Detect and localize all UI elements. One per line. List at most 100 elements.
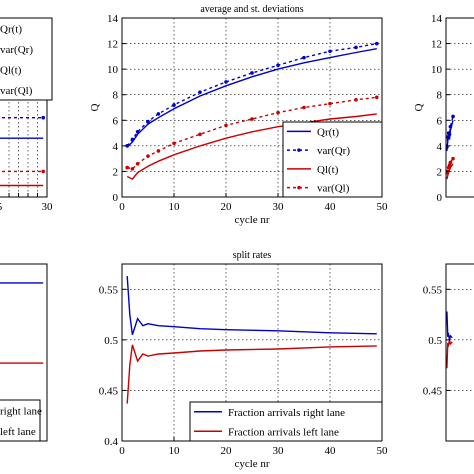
series-point bbox=[224, 80, 228, 84]
series-point bbox=[250, 117, 254, 121]
series-line-2 bbox=[446, 339, 453, 369]
series-point bbox=[125, 165, 129, 170]
series-point bbox=[448, 160, 453, 165]
x-tick-label: 30 bbox=[273, 201, 285, 213]
y-tick-label: 14 bbox=[431, 13, 443, 25]
series-point bbox=[447, 132, 452, 137]
y-axis-label: Q bbox=[89, 103, 101, 111]
x-tick-label: 0 bbox=[119, 445, 125, 457]
series-point bbox=[224, 123, 228, 128]
series-group bbox=[126, 276, 377, 404]
legend-label: Ql(t) bbox=[317, 164, 339, 176]
y-tick-label: 2 bbox=[113, 166, 119, 178]
series-point bbox=[276, 110, 280, 115]
x-tick-label: 20 bbox=[221, 201, 233, 213]
y-tick-label: 4 bbox=[113, 141, 119, 153]
chart-panel-5: 0 10 20 30 40 50 0.4 0.45 0.5 0.55 split rates cycl… bbox=[99, 250, 388, 470]
y-tick-label: 14 bbox=[107, 13, 119, 25]
series-line-3 bbox=[126, 113, 377, 180]
series-point bbox=[198, 132, 202, 137]
y-tick-label: 12 bbox=[431, 39, 442, 51]
series-line-2 bbox=[126, 344, 377, 404]
series-point bbox=[41, 169, 45, 174]
plot-area bbox=[446, 264, 474, 441]
x-tick-label: 10 bbox=[169, 201, 181, 213]
x-tick-label: 0 bbox=[119, 201, 125, 213]
y-tick-label: 0 bbox=[437, 192, 443, 204]
legend-label: var(Qr) bbox=[317, 145, 350, 157]
chart-panel-3: 0 2 4 6 8 10 12 14 Q bbox=[413, 13, 474, 204]
y-tick-label: 12 bbox=[107, 39, 118, 51]
y-tick-label: 0.45 bbox=[99, 385, 119, 397]
y-tick-label: 10 bbox=[431, 64, 443, 76]
y-tick-label: 8 bbox=[113, 90, 119, 102]
series-point bbox=[125, 144, 129, 148]
series-line-1 bbox=[126, 276, 377, 336]
x-tick-label: 50 bbox=[377, 201, 389, 213]
series-point bbox=[130, 137, 135, 142]
legend-label: var(Qr) bbox=[0, 44, 33, 56]
chart-title: average and st. deviations bbox=[200, 4, 303, 15]
series-line-1 bbox=[126, 48, 377, 148]
y-axis-label: Q bbox=[413, 103, 425, 111]
series-point bbox=[146, 154, 150, 158]
y-tick-label: 2 bbox=[437, 166, 443, 178]
legend: Qr(t) var(Qr) Ql(t) var(Ql) bbox=[282, 121, 383, 198]
series-point bbox=[451, 114, 455, 119]
series-point bbox=[276, 63, 280, 68]
series-point bbox=[451, 156, 455, 161]
x-tick-label: 10 bbox=[169, 445, 181, 457]
chart-panel-4: right lane left lane bbox=[0, 263, 48, 442]
series-group bbox=[446, 311, 453, 369]
series-group bbox=[0, 115, 45, 187]
legend: Fraction arrivals right lane Fraction arr… bbox=[189, 401, 383, 442]
series-group bbox=[0, 282, 44, 364]
legend-label: Qr(t) bbox=[0, 23, 22, 35]
x-axis-label: cycle nr bbox=[234, 214, 269, 226]
axes-frame bbox=[121, 17, 383, 198]
x-tick-label: 5 bbox=[0, 201, 3, 213]
legend: right lane left lane bbox=[0, 399, 42, 442]
series-point bbox=[446, 135, 450, 139]
legend-marker bbox=[297, 185, 301, 190]
series-point bbox=[328, 101, 332, 106]
series-point bbox=[328, 49, 332, 54]
series-point bbox=[375, 95, 379, 100]
axes-frame bbox=[445, 263, 474, 442]
series-point bbox=[130, 167, 135, 171]
series-line-4 bbox=[127, 96, 377, 170]
y-tick-label: 0 bbox=[113, 192, 119, 204]
series-point bbox=[448, 124, 453, 129]
y-tick-label: 8 bbox=[437, 90, 443, 102]
series-point bbox=[135, 161, 140, 166]
series-group bbox=[125, 41, 379, 180]
y-tick-label: 4 bbox=[437, 141, 443, 153]
x-tick-label: 30 bbox=[273, 445, 285, 457]
y-tick-label: 0.55 bbox=[99, 284, 119, 296]
series-point bbox=[375, 41, 379, 46]
legend-label: var(Ql) bbox=[0, 85, 33, 97]
chart-panel-6: 0.45 0.5 0.55 bbox=[423, 263, 474, 442]
y-tick-label: 6 bbox=[437, 115, 443, 127]
series-point bbox=[156, 149, 161, 153]
y-tick-label: 0.55 bbox=[423, 284, 443, 296]
series-point bbox=[198, 90, 202, 94]
series-line-1 bbox=[446, 311, 453, 341]
series-point bbox=[156, 112, 161, 116]
x-tick-label: 40 bbox=[325, 201, 337, 213]
x-tick-label: 30 bbox=[42, 201, 54, 213]
series-point bbox=[172, 103, 176, 107]
axes-frame bbox=[445, 17, 474, 198]
chart-title: split rates bbox=[233, 250, 272, 261]
y-tick-label: 0.4 bbox=[104, 436, 118, 448]
legend-label: var(Ql) bbox=[317, 183, 350, 195]
legend-box bbox=[0, 399, 41, 442]
legend-box bbox=[0, 17, 53, 101]
series-line-2 bbox=[126, 42, 377, 147]
x-tick-label: 20 bbox=[221, 445, 233, 457]
series-point bbox=[302, 55, 306, 60]
legend-label: Qr(t) bbox=[317, 126, 339, 138]
series-point bbox=[354, 45, 358, 50]
legend-label: Fraction arrivals right lane bbox=[228, 407, 345, 419]
